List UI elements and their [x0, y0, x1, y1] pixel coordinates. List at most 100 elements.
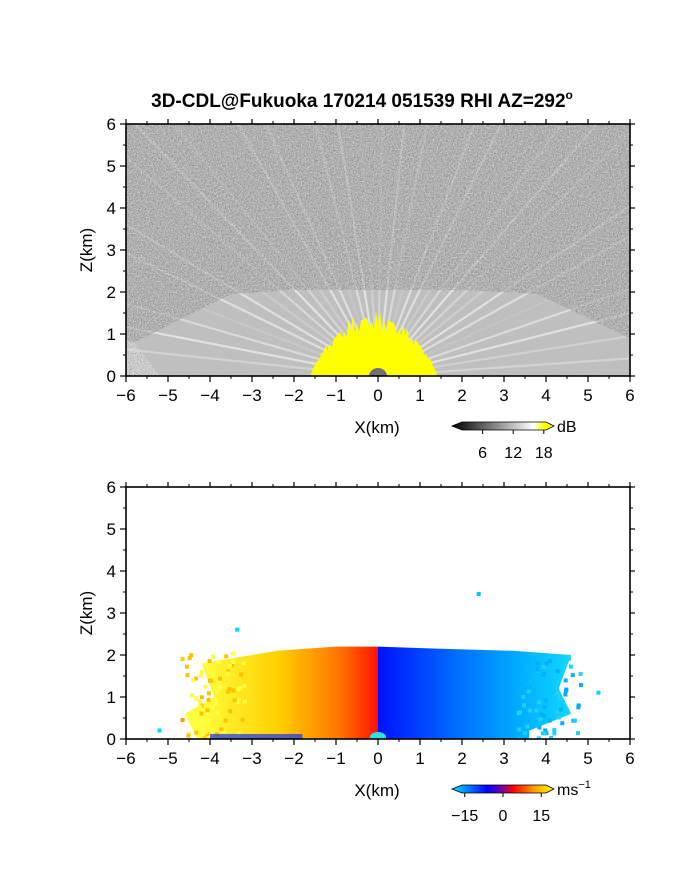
- echo-streak: [377, 312, 630, 376]
- outlier-pixel: [180, 657, 185, 662]
- velocity-pixel: [194, 730, 199, 735]
- echo-streak: [377, 357, 630, 376]
- x-tick-label: 3: [499, 749, 508, 768]
- velocity-pixel: [202, 736, 207, 739]
- velocity-pixel: [228, 709, 233, 714]
- velocity-pixel: [526, 689, 531, 694]
- velocity-pixel: [217, 676, 222, 681]
- velocity-pixel: [539, 712, 544, 717]
- y-tick-label: 0: [107, 730, 116, 749]
- velocity-plot: −6 −5 −4 −3 −2 −1 0 1 2 3 4 5 6 0 1 2 3 4 5 6 X(km) Z(km): [77, 478, 635, 800]
- colorbar-tick-label: 18: [535, 445, 553, 462]
- velocity-pixel: [236, 687, 241, 692]
- colorbar-tick-label: 0: [499, 808, 508, 825]
- velocity-pixel: [242, 684, 247, 689]
- velocity-pixel: [555, 691, 560, 696]
- colorbar-tick-label: 15: [532, 808, 550, 825]
- velocity-pixel: [578, 671, 583, 676]
- y-tick-label: 4: [107, 562, 116, 581]
- x-tick-label: 1: [415, 749, 424, 768]
- velocity-pixel: [541, 672, 546, 677]
- velocity-pixel: [207, 691, 211, 696]
- velocity-pixel: [185, 673, 190, 678]
- axes: −6 −5 −4 −3 −2 −1 0 1 2 3 4 5 6 0 1 2 3 4 5 6: [107, 115, 635, 405]
- y-tick-label: 1: [107, 325, 116, 344]
- velocity-pixel: [226, 689, 231, 694]
- colorbar-tick-label: −15: [451, 808, 478, 825]
- echo-streak: [377, 288, 630, 376]
- velocity-pixel: [198, 699, 202, 704]
- velocity-pixel: [522, 731, 527, 736]
- velocity-pixel: [219, 727, 224, 732]
- velocity-pixel: [555, 709, 559, 714]
- echo-layer: [126, 124, 630, 376]
- velocity-pixel: [542, 713, 547, 718]
- x-tick-label: 0: [373, 749, 382, 768]
- velocity-pixel: [199, 670, 204, 675]
- velocity-pixel: [215, 711, 220, 716]
- x-tick-label: 4: [541, 386, 550, 405]
- x-tick-label: 6: [625, 386, 634, 405]
- velocity-pixel: [576, 703, 581, 708]
- x-tick-label: 6: [625, 749, 634, 768]
- velocity-pixel: [205, 708, 210, 713]
- x-tick-label: −1: [326, 749, 345, 768]
- velocity-pixel: [199, 711, 204, 716]
- velocity-pixel: [211, 672, 216, 677]
- strong-echo: [310, 311, 437, 376]
- velocity-pixel: [231, 651, 236, 656]
- colorbar-tick-label: 6: [478, 445, 487, 462]
- outlier-pixel: [476, 592, 481, 596]
- velocity-pixel: [543, 728, 548, 733]
- x-tick-label: 5: [583, 386, 592, 405]
- velocity-pixel: [542, 705, 547, 710]
- velocity-pixel: [223, 718, 228, 723]
- y-axis-label: Z(km): [77, 228, 96, 272]
- velocity-pixel: [522, 703, 526, 708]
- y-tick-label: 5: [107, 520, 116, 539]
- colorbar-db-ticks: 6 12 18: [478, 430, 553, 462]
- velocity-pixel: [229, 663, 234, 668]
- velocity-pixel: [517, 727, 522, 732]
- velocity-pixel: [538, 717, 543, 722]
- velocity-pixel: [535, 667, 540, 672]
- velocity-pixel: [239, 672, 243, 677]
- colorbar-velocity-unit: ms−1: [557, 779, 591, 799]
- velocity-pixel: [197, 704, 202, 709]
- velocity-pixel: [549, 735, 553, 739]
- x-axis-label: X(km): [354, 418, 399, 437]
- velocity-pixel: [187, 714, 192, 719]
- velocity-pixel: [560, 721, 565, 726]
- velocity-pixel: [516, 711, 521, 716]
- velocity-pixel: [185, 664, 189, 669]
- outlier-pixel: [180, 718, 185, 722]
- velocity-pixel: [558, 707, 563, 712]
- x-tick-label: 1: [415, 386, 424, 405]
- y-tick-label: 2: [107, 283, 116, 302]
- velocity-pixel: [547, 718, 552, 723]
- velocity-pixel: [187, 656, 192, 661]
- outlier-pixel: [157, 728, 162, 733]
- y-tick-label: 5: [107, 157, 116, 176]
- velocity-pixel: [193, 676, 198, 681]
- x-tick-label: 2: [457, 386, 466, 405]
- velocity-pixel: [540, 731, 545, 736]
- chart-title: 3D-CDL@Fukuoka 170214 051539 RHI AZ=292o: [151, 88, 573, 112]
- velocity-pixel: [231, 660, 236, 664]
- velocity-pixel: [527, 708, 532, 713]
- x-tick-label: 4: [541, 749, 550, 768]
- colorbar-tick-label: 12: [504, 445, 522, 462]
- velocity-pixel: [205, 710, 210, 715]
- velocity-pixel: [190, 693, 195, 698]
- velocity-pixel: [525, 678, 530, 683]
- velocity-field: [157, 592, 601, 739]
- velocity-pixel: [544, 661, 549, 666]
- velocity-pixel: [535, 661, 540, 666]
- velocity-pixel: [212, 730, 217, 735]
- velocity-pixel: [189, 653, 194, 658]
- reflectivity-plot: −6 −5 −4 −3 −2 −1 0 1 2 3 4 5 6 0 1 2 3 4 5 6 X(km) Z(km): [77, 115, 635, 437]
- x-tick-label: 5: [583, 749, 592, 768]
- y-axis-label: Z(km): [77, 591, 96, 635]
- velocity-pixel: [238, 686, 243, 691]
- velocity-pixel: [203, 684, 207, 689]
